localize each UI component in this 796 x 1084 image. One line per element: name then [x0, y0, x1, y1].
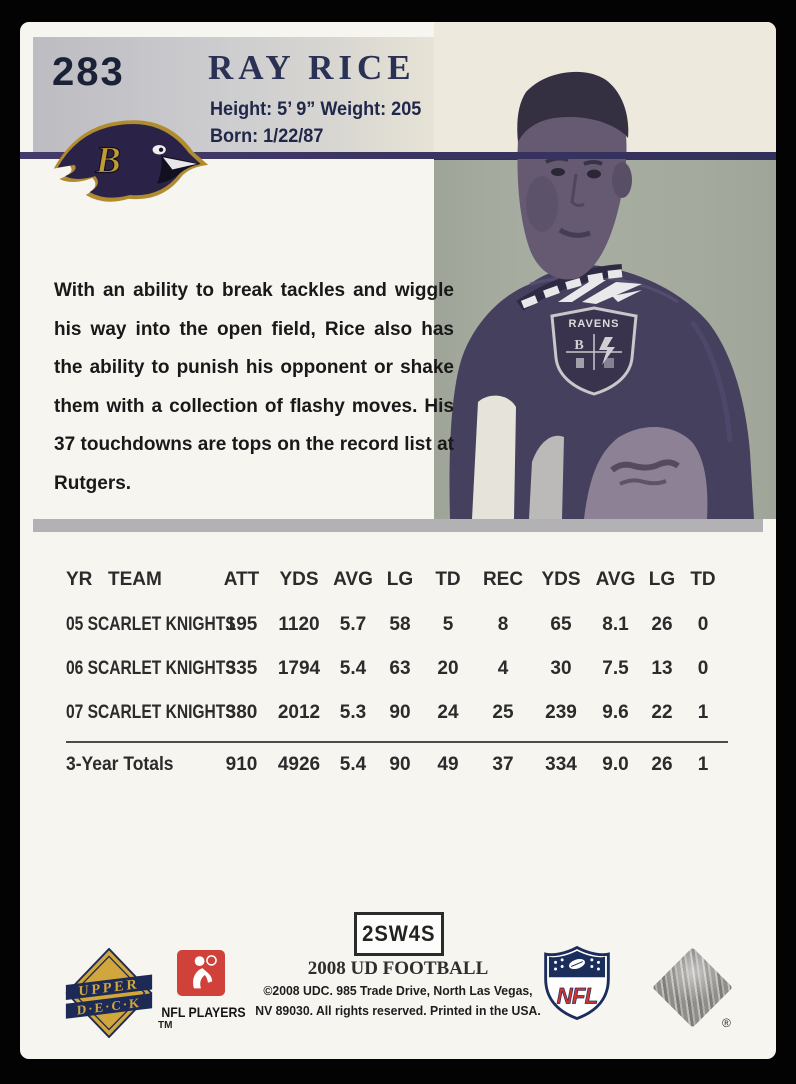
stat-cell: 13 — [651, 657, 673, 679]
stat-cell: 1 — [697, 753, 709, 775]
purple-rule — [20, 152, 776, 159]
stat-cell: 26 — [651, 613, 673, 635]
col-header: YR — [66, 568, 93, 590]
stat-cell: 335 — [225, 657, 258, 679]
stat-cell: 5.7 — [339, 613, 367, 635]
stat-cell: 26 — [651, 753, 673, 775]
stat-cell: 8.1 — [602, 613, 629, 635]
player-hair — [517, 71, 629, 142]
svg-text:B: B — [95, 139, 121, 181]
col-header: AVG — [595, 568, 636, 590]
stat-cell: 5.3 — [339, 701, 367, 723]
stat-cell: 58 — [389, 613, 411, 635]
stat-cell: 2012 — [277, 701, 321, 723]
product-title: 2008 UD FOOTBALL — [307, 958, 489, 979]
col-header: ATT — [223, 568, 260, 590]
tattoo — [610, 459, 680, 473]
ear — [612, 162, 632, 198]
col-header: TD — [435, 568, 461, 590]
card-code: 2SW4S — [362, 921, 436, 946]
stat-cell: 239 — [545, 701, 577, 723]
stat-cell: 195 — [225, 613, 258, 635]
copyright-line-2: NV 89030. All rights reserved. Printed i… — [255, 1003, 541, 1018]
stat-cell: 910 — [225, 753, 258, 775]
stats-row-07: 07 SCARLET KNIGHTS 380 2012 5.3 90 24 25… — [66, 701, 728, 724]
stat-cell: 7.5 — [602, 657, 629, 679]
stat-cell: 37 — [492, 753, 514, 775]
year-team-cell: 07 SCARLET KNIGHTS — [66, 701, 236, 723]
stat-cell: 90 — [389, 753, 411, 775]
year-team-cell: 06 SCARLET KNIGHTS — [66, 657, 236, 679]
stat-cell: 5 — [442, 613, 454, 635]
card-number: 283 — [52, 50, 125, 94]
stat-cell: 9.0 — [602, 753, 629, 775]
year-team-cell: 05 SCARLET KNIGHTS — [66, 613, 236, 635]
col-header: LG — [648, 568, 676, 590]
col-header: TD — [690, 568, 716, 590]
crest-team-label: RAVENS — [568, 318, 619, 330]
stat-cell: 0 — [697, 613, 709, 635]
stat-cell: 1120 — [278, 613, 320, 635]
stats-table: YR TEAM ATT YDS AVG LG TD REC YDS AVG LG… — [66, 568, 728, 776]
svg-text:NFL: NFL — [557, 984, 598, 1009]
stat-cell: 5.4 — [339, 753, 367, 775]
col-header: YDS — [541, 568, 581, 590]
stat-cell: 8 — [497, 613, 509, 635]
stat-cell: 25 — [492, 701, 514, 723]
stat-cell: 9.6 — [602, 701, 629, 723]
copyright-line-1: ©2008 UDC. 985 Trade Drive, North Las Ve… — [263, 983, 533, 998]
col-header: TEAM — [108, 568, 162, 590]
stat-cell: 49 — [437, 753, 459, 775]
registered-symbol: ® — [722, 1016, 731, 1030]
svg-text:B: B — [574, 338, 583, 353]
player-photo-illustration: RAVENS B — [434, 22, 776, 519]
totals-label: 3-Year Totals — [66, 753, 174, 775]
stat-cell: 30 — [550, 657, 572, 679]
stat-cell: 1794 — [277, 657, 321, 679]
col-header: LG — [386, 568, 414, 590]
stat-cell: 90 — [389, 701, 411, 723]
stat-cell: 5.4 — [339, 657, 367, 679]
card-code-box: 2SW4S — [354, 912, 444, 956]
vitals-born: Born: 1/22/87 — [210, 126, 324, 147]
stats-header-row: YR TEAM ATT YDS AVG LG TD REC YDS AVG LG… — [66, 568, 728, 591]
stat-cell: 20 — [437, 657, 459, 679]
stat-cell: 22 — [651, 701, 673, 723]
stat-cell: 63 — [389, 657, 411, 679]
ravens-logo-icon: B — [53, 120, 209, 202]
stat-cell: 380 — [225, 701, 258, 723]
col-header: AVG — [333, 568, 373, 590]
forearm — [584, 426, 708, 519]
player-name: RAY RICE — [208, 48, 416, 87]
totals-divider — [66, 741, 728, 743]
stat-cell: 334 — [545, 753, 577, 775]
upper-deck-trademark: TM — [158, 1020, 173, 1031]
stats-totals-row: 3-Year Totals 910 4926 5.4 90 49 37 334 … — [66, 753, 728, 776]
stat-cell: 65 — [550, 613, 572, 635]
player-vitals: Height: 5’ 9” Weight: 205 Born: 1/22/87 — [210, 96, 421, 150]
col-header: YDS — [279, 568, 319, 590]
upper-deck-logo-icon: UPPER D·E·C·K — [65, 948, 153, 1038]
stat-cell: 24 — [437, 701, 459, 723]
stats-row-06: 06 SCARLET KNIGHTS 335 1794 5.4 63 20 4 … — [66, 657, 728, 680]
svg-text:UPPER: UPPER — [79, 976, 140, 999]
player-bio: With an ability to break tackles and wig… — [54, 280, 454, 494]
ravens-crest: RAVENS B — [550, 306, 638, 396]
vitals-height-weight: Height: 5’ 9” Weight: 205 — [210, 99, 422, 120]
stat-cell: 4 — [497, 657, 509, 679]
stat-cell: 1 — [697, 701, 709, 723]
trading-card-back: RAVENS B — [20, 22, 776, 1059]
nfl-shield-icon: NFL — [544, 945, 610, 1021]
nfl-players-label: NFL PLAYERS — [161, 1004, 246, 1020]
nfl-players-icon — [177, 950, 225, 996]
section-divider-band — [33, 519, 763, 532]
stat-cell: 0 — [697, 657, 709, 679]
nfl-players-logo: NFL PLAYERS — [156, 950, 246, 1020]
player-photo: RAVENS B — [434, 22, 776, 519]
stats-row-05: 05 SCARLET KNIGHTS 195 1120 5.7 58 5 8 6… — [66, 613, 728, 636]
col-header: REC — [482, 568, 524, 590]
reebok-logo — [558, 280, 642, 304]
stat-cell: 4926 — [277, 753, 321, 775]
